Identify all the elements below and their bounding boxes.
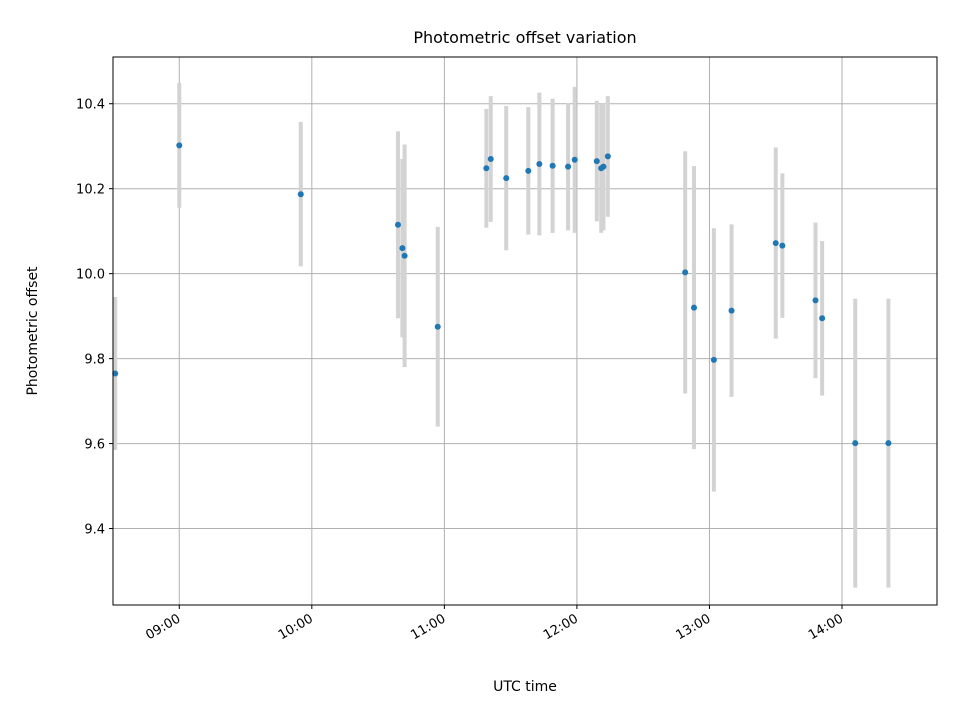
error-bars [113, 82, 891, 588]
grid-lines [113, 57, 937, 605]
data-point [112, 370, 119, 377]
y-tick-label: 9.4 [84, 523, 105, 538]
y-tick-label: 9.8 [84, 353, 105, 368]
data-point [483, 165, 490, 172]
data-point [401, 252, 408, 259]
data-point [819, 315, 826, 322]
x-axis-label: UTC time [493, 679, 557, 695]
y-tick-label: 10.2 [76, 183, 105, 198]
data-point [604, 153, 611, 160]
x-tick-label: 10:00 [276, 611, 316, 643]
y-tick-label: 10.4 [76, 98, 105, 113]
data-point [571, 156, 578, 163]
x-tick-label: 11:00 [408, 611, 448, 643]
data-point [710, 356, 717, 363]
y-tick-label: 10.0 [76, 268, 105, 283]
y-axis-label: Photometric offset [25, 266, 41, 396]
data-point [885, 440, 892, 447]
data-point [728, 307, 735, 314]
data-point [297, 191, 304, 198]
y-tick-label: 9.6 [84, 438, 105, 453]
data-point [812, 297, 819, 304]
plot-frame [112, 56, 938, 606]
data-point [487, 155, 494, 162]
data-point [434, 323, 441, 330]
x-tick-label: 14:00 [806, 611, 846, 643]
axis-ticks: 09:00 10:00 11:00 12:00 13:00 14:00 9.4 9.6 9.8 1… [76, 98, 846, 643]
data-point [525, 167, 532, 174]
data-point [772, 240, 779, 247]
x-tick-label: 09:00 [143, 611, 183, 643]
data-point [394, 221, 401, 228]
x-tick-label: 12:00 [541, 611, 581, 643]
x-tick-label: 13:00 [674, 611, 714, 643]
data-point [503, 175, 510, 182]
data-point [399, 245, 406, 252]
chart-title: Photometric offset variation [413, 28, 636, 47]
data-point [600, 163, 607, 170]
data-point [682, 269, 689, 276]
data-point [852, 440, 859, 447]
data-point [690, 304, 697, 311]
data-point [549, 162, 556, 169]
data-point [593, 158, 600, 165]
data-points [112, 142, 892, 447]
data-point [176, 142, 183, 149]
data-point [779, 242, 786, 249]
data-point [536, 161, 543, 168]
data-point [565, 163, 572, 170]
